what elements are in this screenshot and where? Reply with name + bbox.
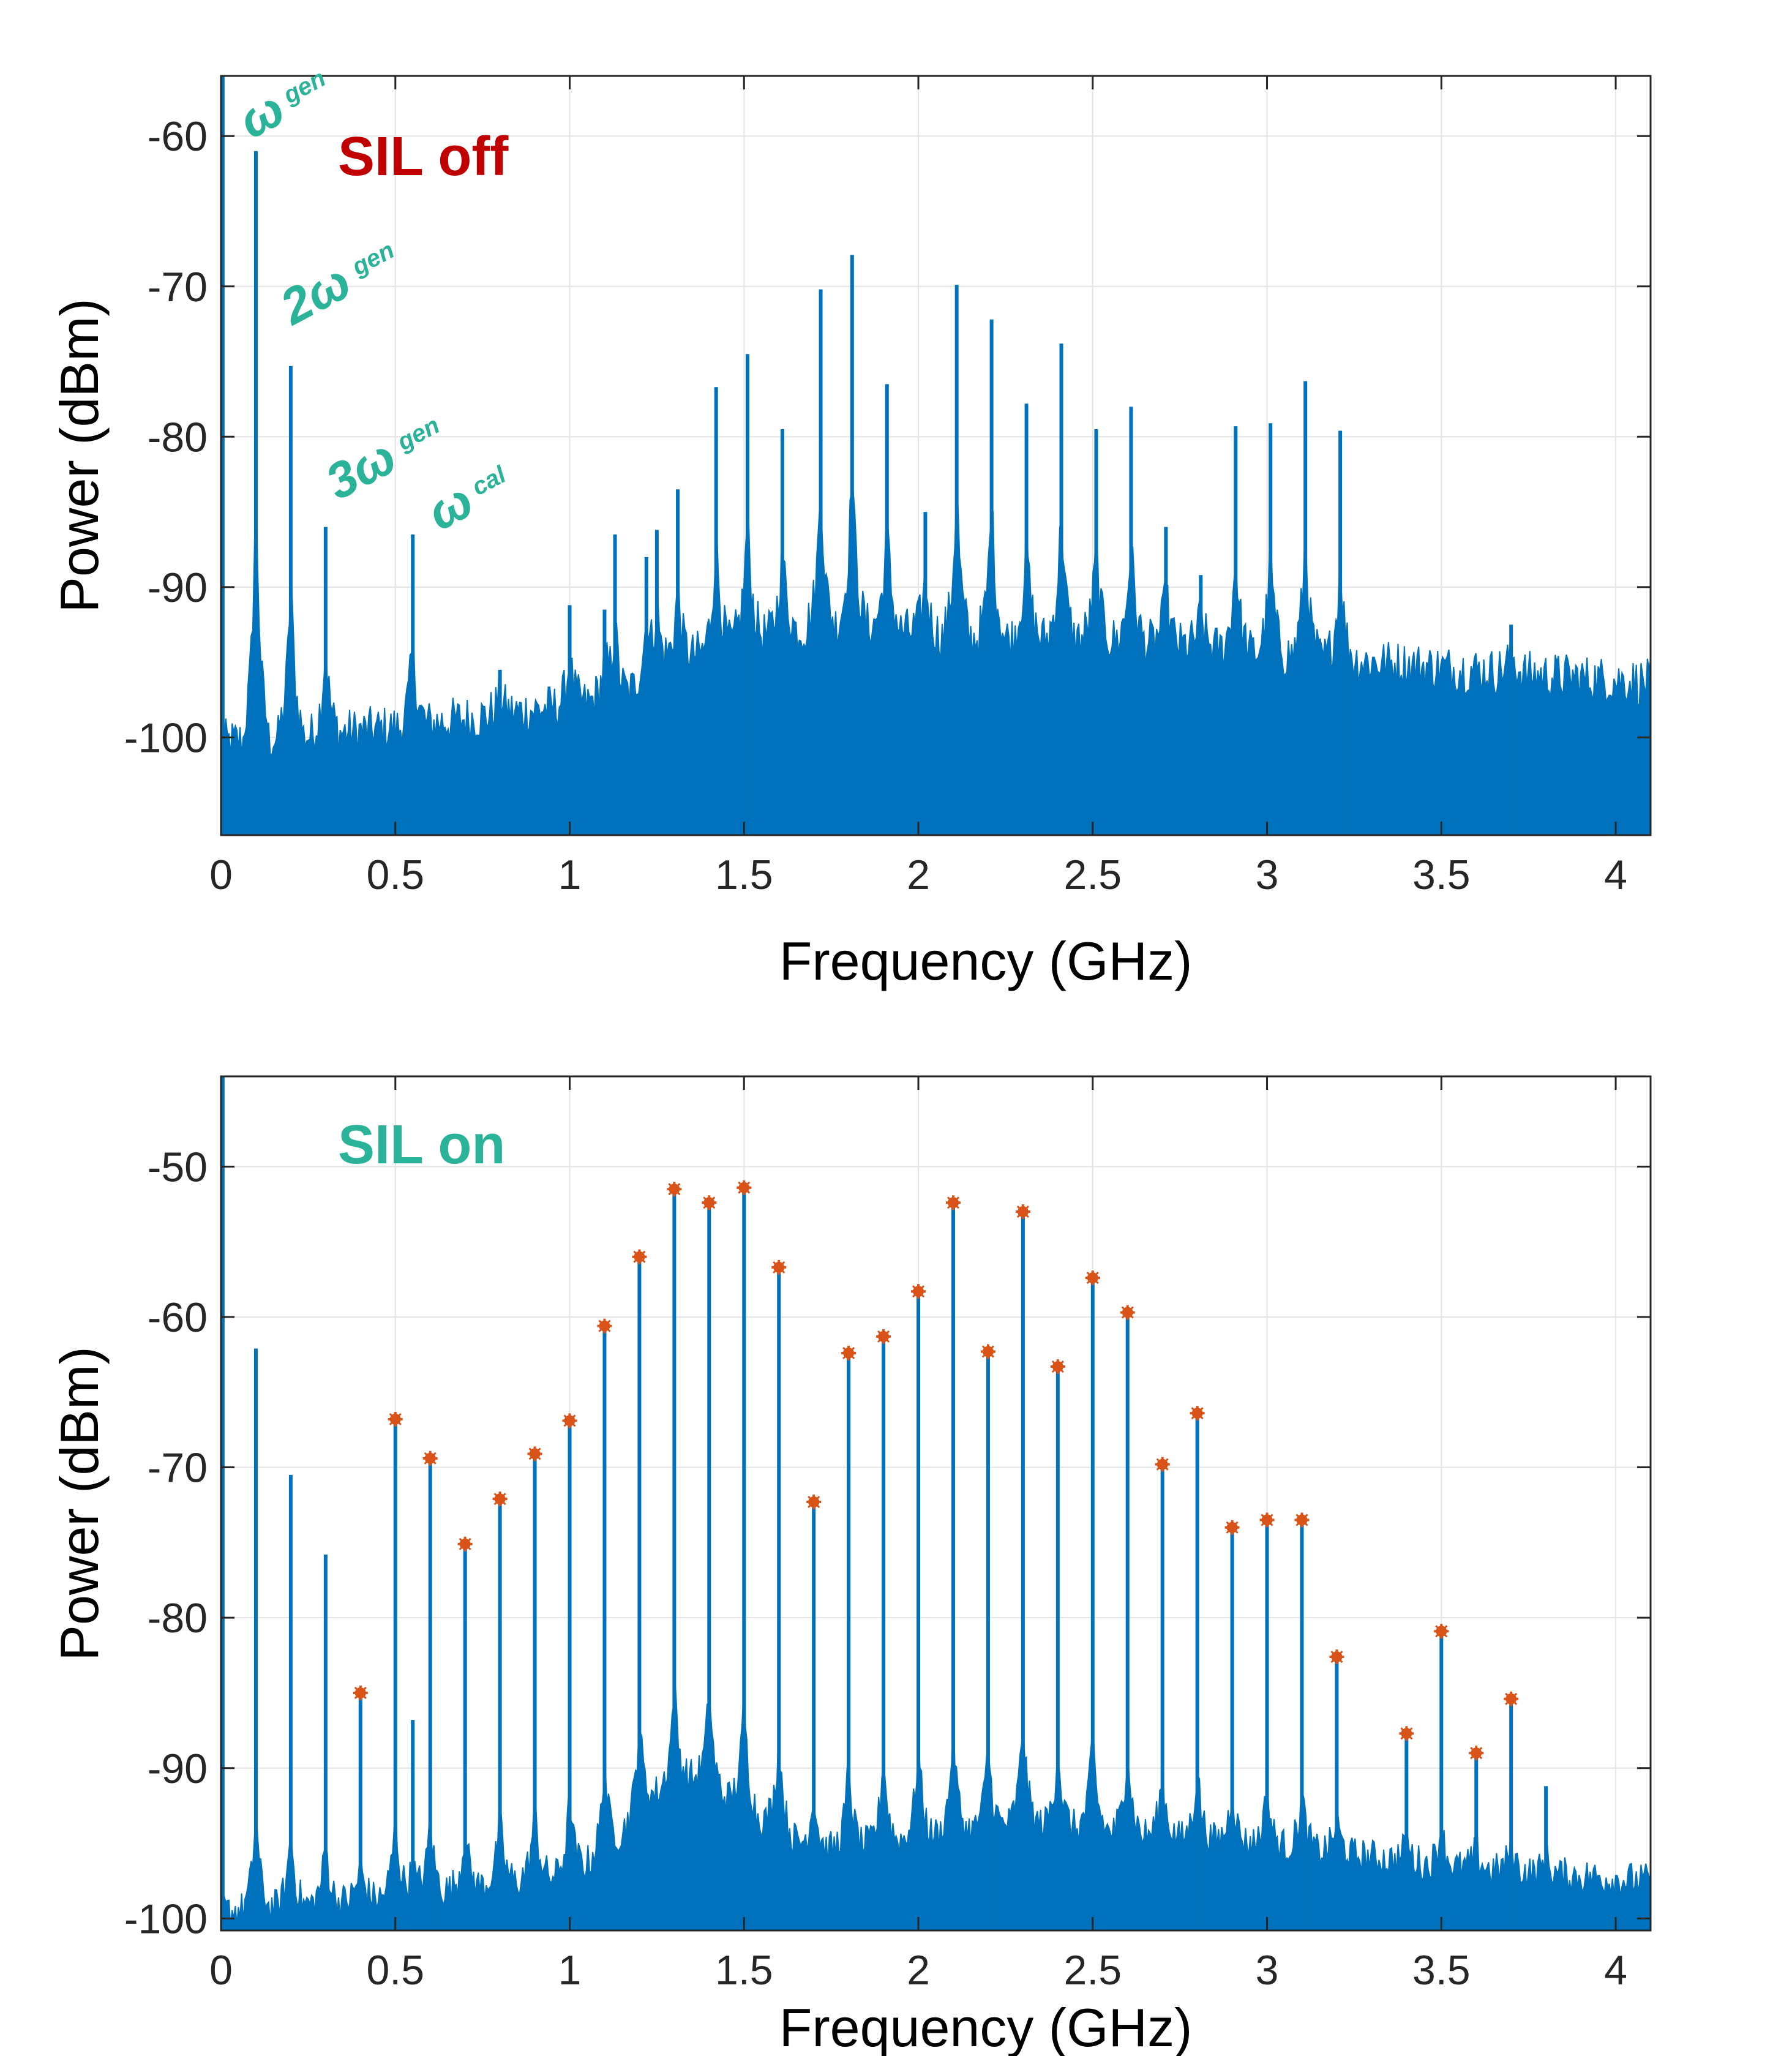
y-tick-label: -80 — [148, 414, 208, 460]
peak-marker — [422, 1450, 438, 1466]
x-tick-label: 1 — [558, 852, 582, 898]
peak-marker — [911, 1284, 926, 1299]
top-spectrum-panel: 0 0.5 1 1.5 2 2.5 3 3.5 4 -100 -90 -80 -70 -60 Frequ… — [49, 65, 1652, 991]
peak-marker — [597, 1318, 612, 1334]
y-tick-label: -70 — [148, 1445, 208, 1491]
peak-marker — [1434, 1624, 1449, 1639]
peak-marker — [1085, 1270, 1100, 1286]
top-y-axis-label: Power (dBm) — [49, 298, 110, 612]
y-tick-label: -60 — [148, 113, 208, 160]
x-tick-label: 1.5 — [715, 1947, 773, 1994]
peak-marker — [1224, 1520, 1240, 1535]
bottom-y-tick-labels: -100 -90 -80 -70 -60 -50 — [124, 1144, 1651, 1942]
noise-floor-area — [220, 464, 1651, 836]
peak-marker — [737, 1180, 752, 1195]
x-tick-label: 3.5 — [1412, 852, 1471, 898]
peak-marker — [945, 1195, 961, 1210]
x-tick-label: 0.5 — [366, 1947, 424, 1994]
x-tick-label: 2 — [907, 852, 930, 898]
top-peak-lines — [220, 76, 1513, 835]
peak-marker — [1469, 1746, 1484, 1761]
x-tick-label: 3 — [1256, 1947, 1279, 1994]
y-tick-label: -100 — [124, 715, 208, 761]
peak-marker — [1190, 1406, 1205, 1421]
x-tick-label: 1 — [558, 1947, 582, 1994]
y-tick-label: -60 — [148, 1294, 208, 1341]
peak-marker — [1504, 1691, 1519, 1706]
peak-marker — [1155, 1457, 1170, 1472]
peak-marker — [492, 1491, 508, 1507]
top-noise-floor — [220, 464, 1651, 836]
bottom-plot-frame — [220, 1075, 1652, 1932]
bottom-y-axis-label: Power (dBm) — [49, 1346, 110, 1660]
peak-marker — [562, 1413, 577, 1428]
x-tick-label: 2 — [907, 1947, 930, 1994]
bottom-status-title: SIL on — [338, 1114, 505, 1176]
y-tick-label: -50 — [148, 1144, 208, 1190]
top-status-title: SIL off — [338, 126, 509, 187]
peak-marker — [527, 1446, 542, 1461]
peak-marker — [1399, 1726, 1414, 1741]
y-tick-label: -90 — [148, 565, 208, 611]
y-tick-label: -80 — [148, 1595, 208, 1641]
noise-floor-area — [220, 1683, 1651, 1931]
peak-marker — [1050, 1359, 1065, 1375]
peak-marker — [632, 1249, 647, 1264]
peak-marker — [702, 1195, 717, 1210]
top-y-tick-labels: -100 -90 -80 -70 -60 — [124, 113, 1651, 761]
bottom-spectrum-panel: 0 0.5 1 1.5 2 2.5 3 3.5 4 -100 -90 -80 -70 -60 -50 Fr… — [49, 1075, 1652, 2056]
top-x-axis-label: Frequency (GHz) — [779, 931, 1193, 991]
peak-marker — [841, 1345, 857, 1360]
y-tick-label: -100 — [124, 1896, 208, 1942]
peak-marker — [1329, 1649, 1344, 1665]
x-tick-label: 0 — [209, 1947, 233, 1994]
peak-marker — [388, 1411, 403, 1427]
peak-marker — [876, 1329, 891, 1344]
bottom-peak-lines — [220, 1076, 1548, 1930]
x-tick-label: 2.5 — [1064, 1947, 1122, 1994]
x-tick-label: 0.5 — [366, 852, 424, 898]
x-tick-label: 3 — [1256, 852, 1279, 898]
x-tick-label: 0 — [209, 852, 233, 898]
peak-marker — [771, 1259, 787, 1275]
x-tick-label: 4 — [1604, 1947, 1627, 1994]
top-plot-frame — [220, 75, 1652, 836]
peak-marker — [1015, 1204, 1030, 1220]
bottom-x-tick-labels: 0 0.5 1 1.5 2 2.5 3 3.5 4 — [209, 1076, 1627, 1994]
bottom-noise-floor — [220, 1683, 1651, 1931]
peak-marker — [353, 1685, 368, 1700]
bottom-x-axis-label: Frequency (GHz) — [779, 1997, 1193, 2056]
peak-marker — [1120, 1305, 1135, 1320]
bottom-plot-background — [221, 1076, 1651, 1930]
peak-marker — [1259, 1512, 1275, 1528]
peak-marker — [980, 1344, 995, 1359]
peak-marker — [667, 1182, 682, 1197]
peak-marker — [806, 1495, 822, 1510]
y-tick-label: -70 — [148, 264, 208, 310]
y-tick-label: -90 — [148, 1746, 208, 1792]
x-tick-label: 4 — [1604, 852, 1627, 898]
peak-marker — [1294, 1512, 1310, 1528]
x-tick-label: 2.5 — [1064, 852, 1122, 898]
peak-marker — [457, 1536, 473, 1551]
x-tick-label: 3.5 — [1412, 1947, 1471, 1994]
top-x-tick-labels: 0 0.5 1 1.5 2 2.5 3 3.5 4 — [209, 76, 1627, 898]
bottom-peak-markers — [353, 1180, 1519, 1761]
x-tick-label: 1.5 — [715, 852, 773, 898]
